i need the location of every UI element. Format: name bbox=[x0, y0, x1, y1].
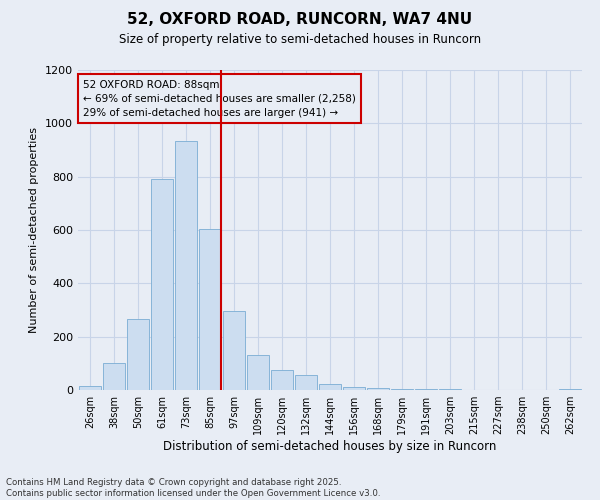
Bar bbox=[415, 389, 437, 390]
Bar bbox=[343, 388, 365, 390]
Bar bbox=[367, 388, 389, 390]
Bar bbox=[175, 140, 197, 390]
Bar bbox=[271, 370, 293, 390]
Text: Contains HM Land Registry data © Crown copyright and database right 2025.
Contai: Contains HM Land Registry data © Crown c… bbox=[6, 478, 380, 498]
Text: 52, OXFORD ROAD, RUNCORN, WA7 4NU: 52, OXFORD ROAD, RUNCORN, WA7 4NU bbox=[127, 12, 473, 28]
Bar bbox=[295, 376, 317, 390]
Y-axis label: Number of semi-detached properties: Number of semi-detached properties bbox=[29, 127, 40, 333]
X-axis label: Distribution of semi-detached houses by size in Runcorn: Distribution of semi-detached houses by … bbox=[163, 440, 497, 453]
Bar bbox=[151, 180, 173, 390]
Bar bbox=[79, 386, 101, 390]
Bar bbox=[247, 356, 269, 390]
Bar bbox=[127, 320, 149, 390]
Bar bbox=[391, 389, 413, 390]
Bar bbox=[319, 384, 341, 390]
Bar bbox=[103, 364, 125, 390]
Text: 52 OXFORD ROAD: 88sqm
← 69% of semi-detached houses are smaller (2,258)
29% of s: 52 OXFORD ROAD: 88sqm ← 69% of semi-deta… bbox=[83, 80, 356, 118]
Text: Size of property relative to semi-detached houses in Runcorn: Size of property relative to semi-detach… bbox=[119, 32, 481, 46]
Bar bbox=[199, 228, 221, 390]
Bar bbox=[223, 312, 245, 390]
